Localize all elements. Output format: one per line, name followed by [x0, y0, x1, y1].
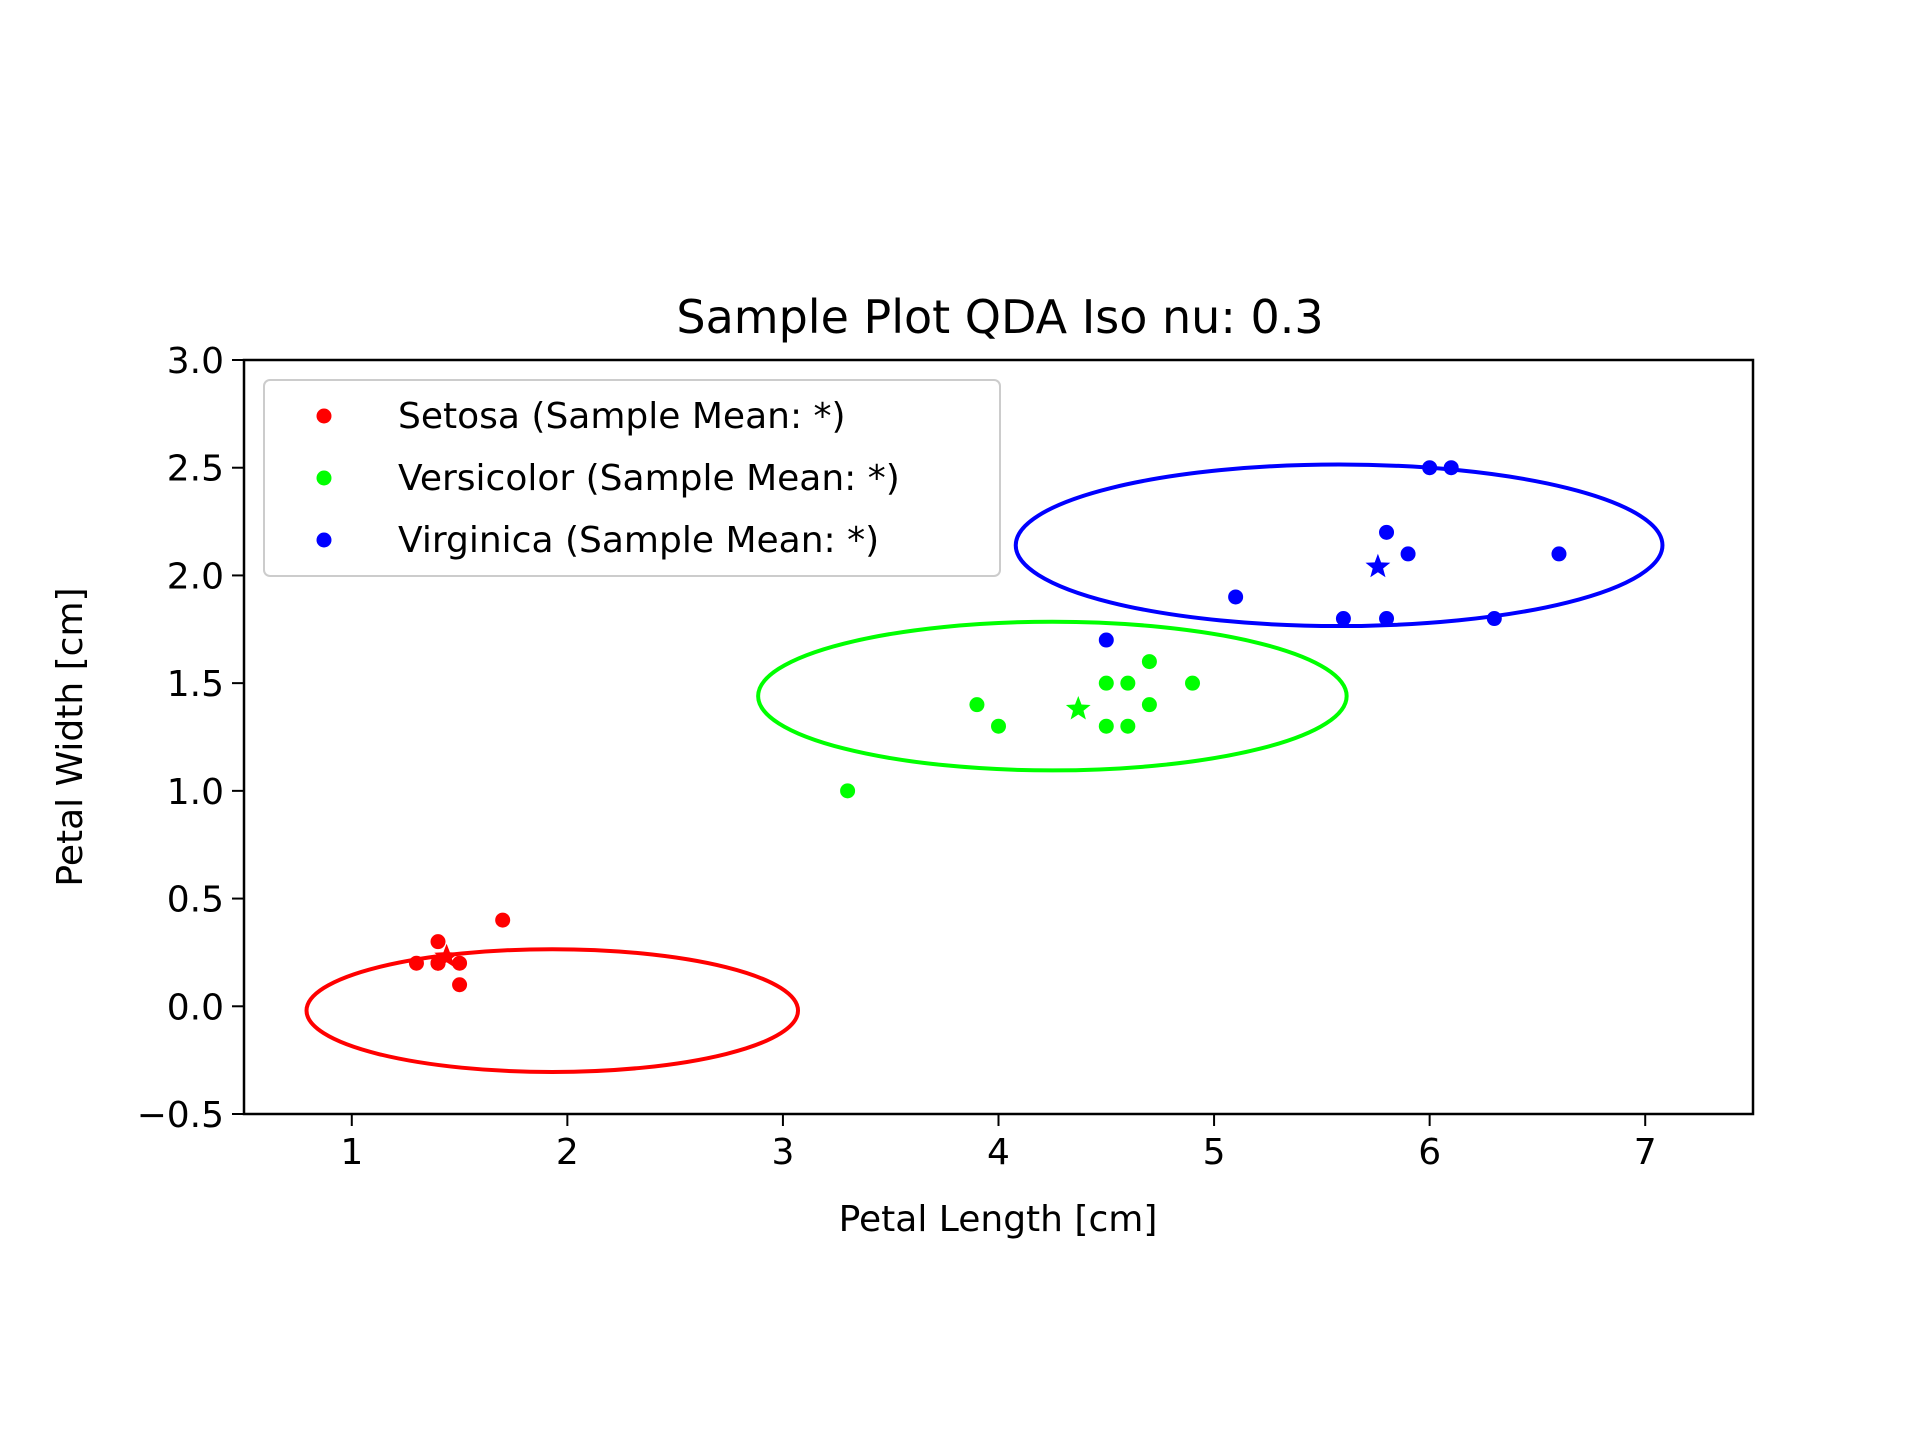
sample-mean-marker-2	[1365, 553, 1391, 578]
series-2	[1013, 460, 1665, 648]
data-point	[1098, 718, 1114, 734]
x-tick-label: 6	[1418, 1132, 1441, 1173]
legend-marker	[316, 470, 332, 486]
y-tick-label: 0.5	[167, 880, 224, 921]
y-tick-label: −0.5	[137, 1095, 224, 1136]
x-tick-label: 2	[556, 1132, 579, 1173]
x-tick-label: 7	[1634, 1132, 1657, 1173]
data-point	[1185, 675, 1201, 691]
y-axis-label: Petal Width [cm]	[50, 587, 91, 886]
legend-item-0: Setosa (Sample Mean: *)	[316, 396, 846, 437]
y-tick-label: 1.0	[167, 772, 224, 813]
legend-item-1: Versicolor (Sample Mean: *)	[316, 458, 900, 499]
data-point	[1141, 654, 1157, 670]
data-point	[1379, 524, 1395, 540]
data-point	[408, 955, 424, 971]
legend-marker	[316, 532, 332, 548]
data-point	[1379, 611, 1395, 627]
data-point	[991, 718, 1006, 734]
data-point	[452, 955, 468, 971]
chart-title: Sample Plot QDA Iso nu: 0.3	[676, 290, 1323, 344]
data-point	[1120, 675, 1136, 691]
data-point	[1443, 460, 1459, 476]
data-point	[452, 977, 468, 993]
x-tick-label: 3	[771, 1132, 794, 1173]
data-point	[430, 934, 446, 950]
data-point	[1422, 460, 1438, 476]
x-axis: 1 2 3 4 5 6 7	[340, 1114, 1657, 1173]
data-point	[1098, 675, 1114, 691]
x-tick-label: 1	[340, 1132, 363, 1173]
legend-item-2: Virginica (Sample Mean: *)	[316, 520, 879, 561]
confidence-ellipse-2	[1013, 462, 1665, 629]
plot-area	[304, 460, 1665, 1074]
y-axis: −0.5 0.0 0.5 1.0 1.5 2.0 2.5 3.0	[137, 341, 244, 1136]
data-point	[1141, 697, 1157, 713]
series-0	[304, 912, 801, 1074]
data-point	[1098, 632, 1114, 648]
data-point	[1551, 546, 1567, 562]
x-axis-label: Petal Length [cm]	[839, 1199, 1158, 1240]
sample-mean-marker-0	[434, 943, 459, 968]
data-point	[1228, 589, 1244, 605]
y-tick-label: 0.0	[167, 987, 224, 1028]
legend-label: Setosa (Sample Mean: *)	[398, 396, 846, 437]
confidence-ellipse-0	[304, 947, 801, 1074]
legend-box	[263, 379, 1001, 577]
data-point	[969, 697, 985, 713]
data-point	[840, 783, 856, 799]
data-point	[1486, 611, 1502, 627]
y-tick-label: 3.0	[167, 341, 224, 382]
series-1	[756, 619, 1349, 799]
x-tick-label: 4	[987, 1132, 1010, 1173]
x-tick-label: 5	[1203, 1132, 1226, 1173]
legend-marker	[316, 408, 332, 424]
y-tick-label: 1.5	[167, 664, 224, 705]
legend-label: Virginica (Sample Mean: *)	[398, 520, 879, 561]
confidence-ellipse-1	[756, 619, 1349, 773]
legend: Setosa (Sample Mean: *) Versicolor (Sampl…	[263, 379, 1001, 577]
data-point	[1335, 611, 1351, 627]
data-point	[1120, 718, 1136, 734]
sample-mean-marker-1	[1065, 696, 1091, 720]
data-point	[1400, 546, 1416, 562]
y-tick-label: 2.5	[167, 449, 224, 490]
data-point	[495, 912, 511, 928]
y-tick-label: 2.0	[167, 556, 224, 597]
legend-label: Versicolor (Sample Mean: *)	[398, 458, 900, 499]
